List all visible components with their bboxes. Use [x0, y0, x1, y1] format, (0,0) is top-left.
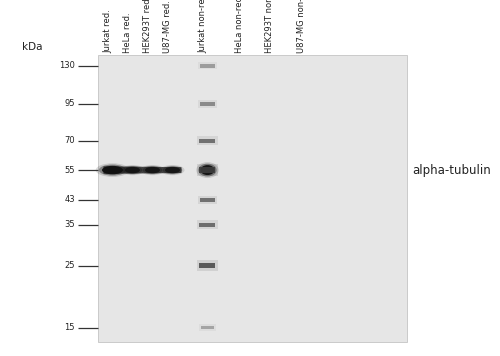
Bar — [197, 220, 218, 230]
Text: 35: 35 — [64, 220, 75, 229]
Text: 70: 70 — [64, 136, 75, 145]
Bar — [198, 62, 217, 69]
Bar — [200, 102, 215, 106]
Text: Jurkat red.: Jurkat red. — [104, 10, 112, 53]
Bar — [200, 64, 215, 68]
Text: U87-MG non-red.: U87-MG non-red. — [297, 0, 306, 53]
Bar — [200, 222, 216, 227]
Text: HEK293T red.: HEK293T red. — [144, 0, 152, 53]
Bar — [200, 167, 216, 173]
Ellipse shape — [145, 167, 160, 173]
Ellipse shape — [102, 166, 123, 174]
Ellipse shape — [165, 167, 180, 173]
Ellipse shape — [120, 165, 144, 175]
Ellipse shape — [198, 164, 216, 177]
Text: 95: 95 — [64, 99, 75, 108]
Text: alpha-tubulin: alpha-tubulin — [412, 164, 491, 177]
Bar — [200, 263, 216, 268]
Text: 130: 130 — [59, 61, 75, 70]
Text: 15: 15 — [64, 323, 75, 332]
Text: HeLa red.: HeLa red. — [124, 13, 132, 53]
Text: 25: 25 — [64, 261, 75, 270]
Text: Jurkat non-red.: Jurkat non-red. — [198, 0, 207, 53]
Bar — [200, 324, 216, 331]
Polygon shape — [104, 166, 182, 174]
Text: HeLa non-red.: HeLa non-red. — [235, 0, 244, 53]
Text: U87-MG red.: U87-MG red. — [164, 0, 172, 53]
Text: 43: 43 — [64, 195, 75, 204]
Ellipse shape — [143, 166, 162, 174]
Ellipse shape — [123, 166, 142, 174]
Bar — [201, 326, 213, 329]
Ellipse shape — [125, 167, 140, 173]
Bar — [198, 100, 217, 108]
Text: HEK293T non-red.: HEK293T non-red. — [265, 0, 274, 53]
Text: 55: 55 — [64, 166, 75, 174]
Ellipse shape — [196, 162, 218, 178]
Ellipse shape — [140, 165, 164, 175]
Bar — [197, 136, 218, 146]
Bar — [98, 55, 407, 342]
Ellipse shape — [200, 165, 214, 175]
Bar — [197, 164, 218, 177]
Ellipse shape — [99, 164, 126, 176]
Bar — [198, 196, 217, 204]
Ellipse shape — [163, 166, 182, 174]
Bar — [197, 260, 218, 271]
Ellipse shape — [160, 165, 184, 175]
Ellipse shape — [96, 163, 130, 177]
Bar — [200, 198, 215, 202]
Bar — [200, 138, 216, 143]
Text: kDa: kDa — [22, 42, 43, 52]
